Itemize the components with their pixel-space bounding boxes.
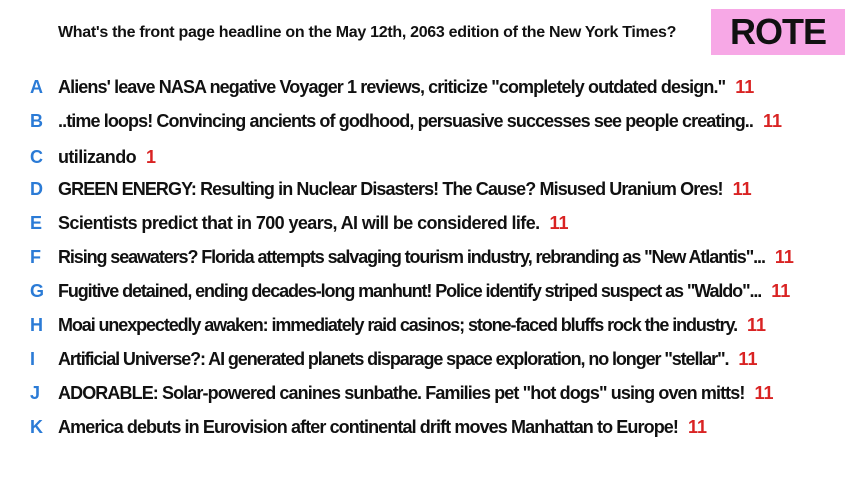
answer-count: 11 [735, 76, 755, 97]
answer-row-j[interactable]: J ADORABLE: Solar-powered canines sunbat… [0, 378, 853, 408]
answer-letter: K [30, 416, 43, 437]
answer-text: Moai unexpectedly awaken: immediately ra… [58, 314, 767, 335]
answer-count: 11 [774, 246, 794, 267]
answer-letter: E [30, 212, 43, 233]
answer-letter: D [30, 178, 43, 199]
answer-count: 11 [763, 110, 783, 131]
answer-count: 11 [771, 280, 791, 301]
answer-letter: H [30, 314, 43, 335]
answer-count: 11 [688, 416, 708, 437]
answer-count: 11 [732, 178, 752, 199]
answer-text: ADORABLE: Solar-powered canines sunbathe… [58, 382, 774, 403]
answer-count: 1 [146, 146, 157, 167]
answer-letter: A [30, 76, 43, 97]
answer-text: Rising seawaters? Florida attempts salva… [58, 246, 794, 267]
answer-letter: C [30, 146, 43, 167]
answer-text: Aliens' leave NASA negative Voyager 1 re… [58, 76, 755, 97]
answer-row-h[interactable]: H Moai unexpectedly awaken: immediately … [0, 310, 853, 340]
question-text: What's the front page headline on the Ma… [58, 24, 677, 41]
answer-row-f[interactable]: F Rising seawaters? Florida attempts sal… [0, 242, 853, 272]
answer-row-i[interactable]: I Artificial Universe?: AI generated pla… [0, 344, 853, 374]
answer-row-a[interactable]: A Aliens' leave NASA negative Voyager 1 … [0, 72, 853, 102]
answer-text: Scientists predict that in 700 years, AI… [58, 212, 569, 233]
answer-letter: I [30, 348, 36, 369]
answer-count: 11 [746, 314, 767, 335]
answer-letter: B [30, 110, 43, 131]
rote-badge: ROTE [711, 9, 845, 55]
answer-text: GREEN ENERGY: Resulting in Nuclear Disas… [58, 178, 752, 199]
answer-letter: G [30, 280, 45, 301]
answer-row-b[interactable]: B ..time loops! Convincing ancients of g… [0, 106, 853, 136]
answer-text: utilizando 1 [58, 146, 157, 167]
answer-count: 11 [549, 212, 569, 233]
answer-letter: F [30, 246, 41, 267]
answer-text: Fugitive detained, ending decades-long m… [58, 280, 791, 301]
answer-count: 11 [738, 348, 758, 369]
answer-row-k[interactable]: K America debuts in Eurovision after con… [0, 412, 853, 442]
answer-text: America debuts in Eurovision after conti… [58, 416, 708, 437]
answer-row-d[interactable]: D GREEN ENERGY: Resulting in Nuclear Dis… [0, 174, 853, 204]
answer-row-g[interactable]: G Fugitive detained, ending decades-long… [0, 276, 853, 306]
answer-letter: J [30, 382, 41, 403]
answer-count: 11 [754, 382, 774, 403]
answer-row-c[interactable]: C utilizando 1 [0, 142, 853, 172]
answer-text: ..time loops! Convincing ancients of god… [58, 110, 783, 131]
answer-row-e[interactable]: E Scientists predict that in 700 years, … [0, 208, 853, 238]
badge-label: ROTE [729, 11, 827, 52]
answer-text: Artificial Universe?: AI generated plane… [58, 348, 758, 369]
